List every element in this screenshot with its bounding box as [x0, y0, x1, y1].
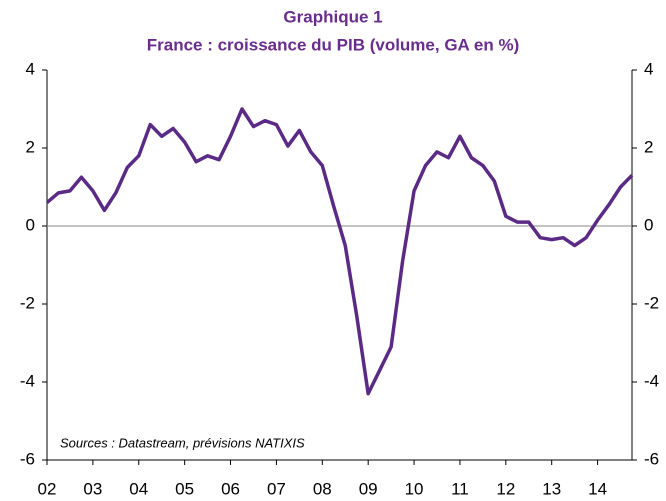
- x-tick-label: 02: [38, 479, 57, 498]
- x-tick-label: 09: [359, 479, 378, 498]
- annotation: Sources : Datastream, prévisions NATIXIS: [60, 435, 305, 450]
- chart-subtitle: France : croissance du PIB (volume, GA e…: [147, 35, 520, 54]
- y2-tick-label: -2: [644, 293, 659, 312]
- y-tick-label: 4: [26, 59, 35, 78]
- x-tick-label: 05: [175, 479, 194, 498]
- x-tick-label: 13: [542, 479, 561, 498]
- y2-tick-label: 4: [644, 59, 653, 78]
- series-line: [45, 107, 634, 396]
- x-tick-label: 03: [83, 479, 102, 498]
- x-tick-label: 12: [496, 479, 515, 498]
- y-tick-label: -6: [20, 449, 35, 468]
- y-tick-label: 0: [26, 215, 35, 234]
- x-tick-label: 08: [313, 479, 332, 498]
- y-tick-label: -4: [20, 371, 35, 390]
- x-tick-label: 14: [588, 479, 607, 498]
- x-tick-label: 07: [267, 479, 286, 498]
- x-tick-label: 04: [129, 479, 148, 498]
- y2-tick-label: -4: [644, 371, 659, 390]
- y2-tick-label: 0: [644, 215, 653, 234]
- y2-tick-label: 2: [644, 137, 653, 156]
- y2-tick-label: -6: [644, 449, 659, 468]
- x-tick-label: 06: [221, 479, 240, 498]
- y-tick-label: 2: [26, 137, 35, 156]
- y-tick-label: -2: [20, 293, 35, 312]
- chart-title: Graphique 1: [283, 7, 382, 26]
- x-tick-label: 10: [405, 479, 424, 498]
- x-tick-label: 11: [451, 479, 469, 498]
